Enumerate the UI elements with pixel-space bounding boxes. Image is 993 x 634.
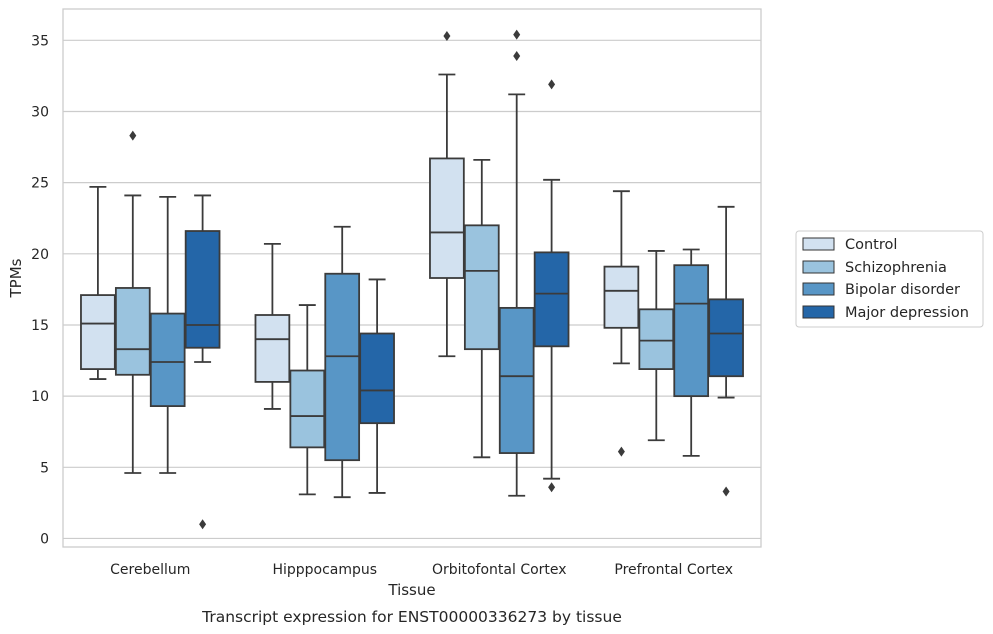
legend-label-bipolar-disorder: Bipolar disorder [845,282,960,298]
outlier-point [129,130,137,141]
iqr-box [429,157,465,279]
chart-caption: Transcript expression for ENST0000033627… [201,608,622,626]
outlier-point [513,50,521,61]
iqr-box [463,224,500,351]
x-tick-label: Orbitofontal Cortex [432,562,567,578]
legend-swatch-bipolar-disorder [802,282,835,296]
series-schizophrenia [114,130,675,496]
box-major-depression-prefrontal-cortex [708,205,744,497]
y-axis-title: TPMs [7,258,25,298]
series-control [80,31,640,457]
outlier-point [199,519,207,530]
box-bipolar-disorder-cerebellum [149,195,186,474]
legend-swatch-major-depression [802,305,835,319]
box-schizophrenia-hipppocampus [289,304,326,496]
outlier-point [722,486,730,497]
iqr-box [359,332,395,425]
legend-swatch-schizophrenia [802,260,835,274]
box-schizophrenia-cerebellum [114,130,151,474]
series-major-depression [184,79,744,530]
y-tick-label: 15 [31,318,49,334]
outlier-point [513,29,521,40]
box-bipolar-disorder-hipppocampus [324,225,361,499]
iqr-box [324,272,361,462]
y-tick-label: 10 [31,389,49,405]
outlier-point [443,31,451,42]
y-tick-label: 0 [40,531,49,547]
y-axis-ticks: 0 5 10 15 20 25 30 35 [31,33,49,547]
y-tick-label: 20 [31,247,49,263]
legend: Control Schizophrenia Bipolar disorder M… [795,230,984,328]
outlier-point [548,79,556,90]
box-bipolar-disorder-prefrontal-cortex [673,248,710,457]
iqr-box [638,308,675,370]
x-axis-ticks: Cerebellum Hipppocampus Orbitofontal Corte… [110,562,733,578]
iqr-box [114,287,151,376]
iqr-box [254,314,291,383]
box-schizophrenia-orbitofontal-cortex [463,158,500,459]
x-tick-label: Hipppocampus [272,562,377,578]
box-control-prefrontal-cortex [603,190,640,457]
legend-label-schizophrenia: Schizophrenia [845,260,947,276]
iqr-box [708,298,744,378]
iqr-box [533,251,570,348]
plot-area-frame [62,8,762,548]
box-control-hipppocampus [254,242,291,410]
iqr-box [603,265,640,329]
legend-swatch-control [802,237,835,251]
box-control-orbitofontal-cortex [429,31,465,358]
legend-label-major-depression: Major depression [845,305,969,321]
box-major-depression-cerebellum [184,194,221,530]
outlier-point [548,482,556,493]
x-tick-label: Cerebellum [110,562,190,578]
legend-frame [795,230,984,328]
y-tick-label: 25 [31,176,49,192]
box-major-depression-hipppocampus [359,278,395,494]
y-tick-label: 35 [31,33,49,49]
x-axis-title: Tissue [387,581,435,599]
box-bipolar-disorder-orbitofontal-cortex [498,29,535,497]
box-series-layer [80,29,744,530]
legend-label-control: Control [845,237,897,253]
x-tick-label: Prefrontal Cortex [614,562,733,578]
box-major-depression-orbitofontal-cortex [533,79,570,493]
y-tick-label: 30 [31,104,49,120]
iqr-box [149,312,186,407]
iqr-box [289,369,326,449]
iqr-box [498,306,535,454]
box-control-cerebellum [80,186,116,380]
y-tick-label: 5 [40,460,49,476]
iqr-box [80,294,116,370]
iqr-box [184,230,221,349]
iqr-box [673,264,710,398]
outlier-point [617,446,625,457]
series-bipolar-disorder [149,29,710,499]
box-schizophrenia-prefrontal-cortex [638,250,675,442]
